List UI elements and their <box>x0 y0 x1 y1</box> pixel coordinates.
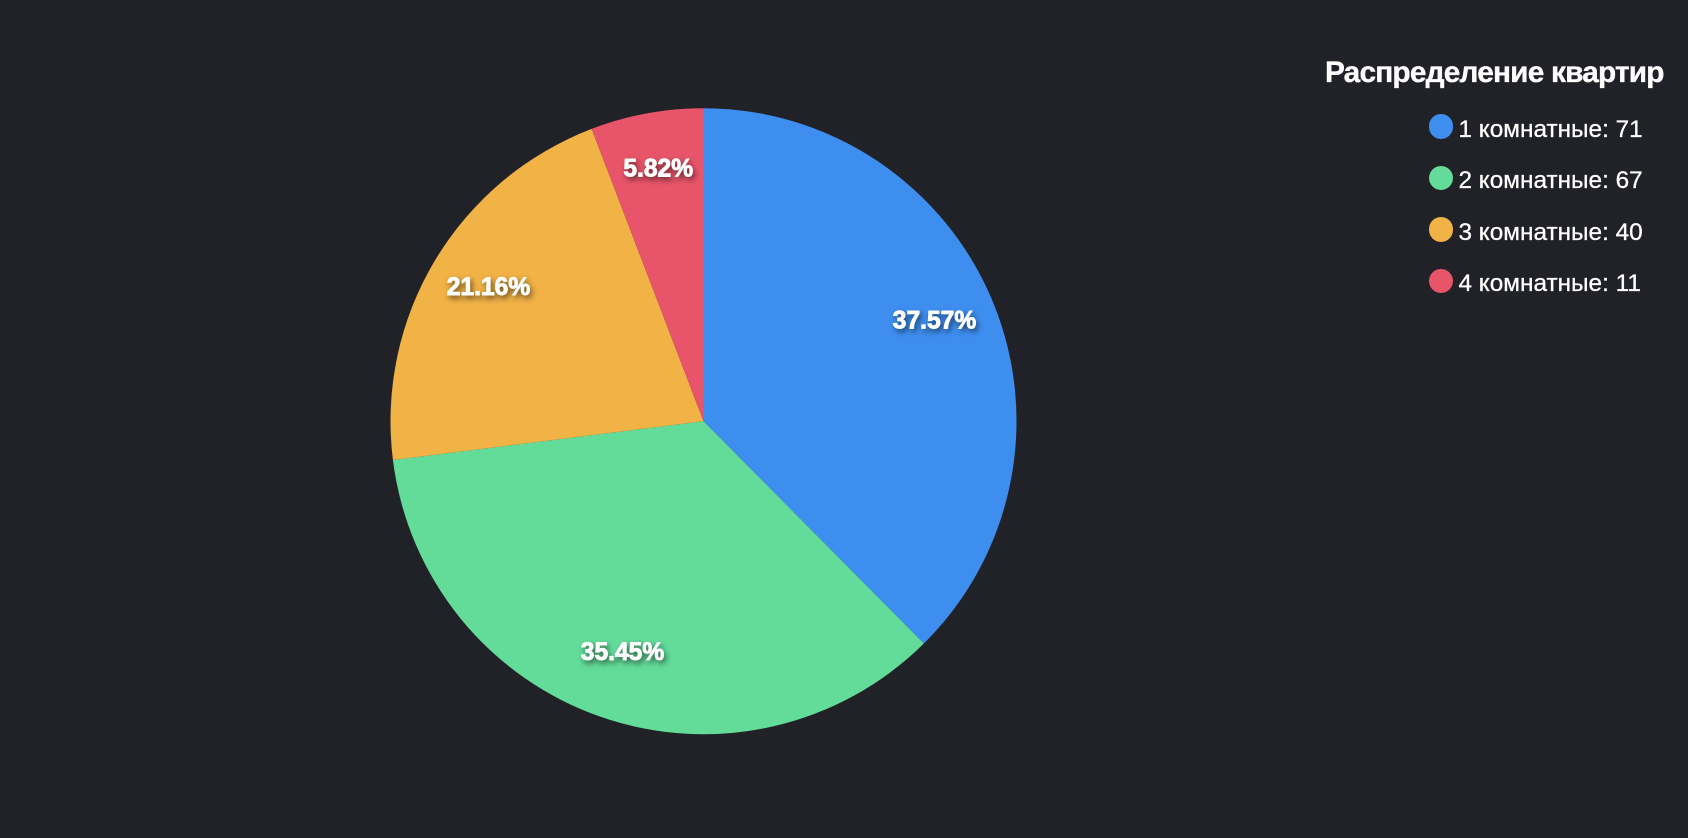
svg-text:5.82%: 5.82% <box>623 156 693 183</box>
svg-text:37.57%: 37.57% <box>893 308 977 335</box>
svg-text:35.45%: 35.45% <box>581 639 665 666</box>
svg-text:21.16%: 21.16% <box>447 274 531 301</box>
